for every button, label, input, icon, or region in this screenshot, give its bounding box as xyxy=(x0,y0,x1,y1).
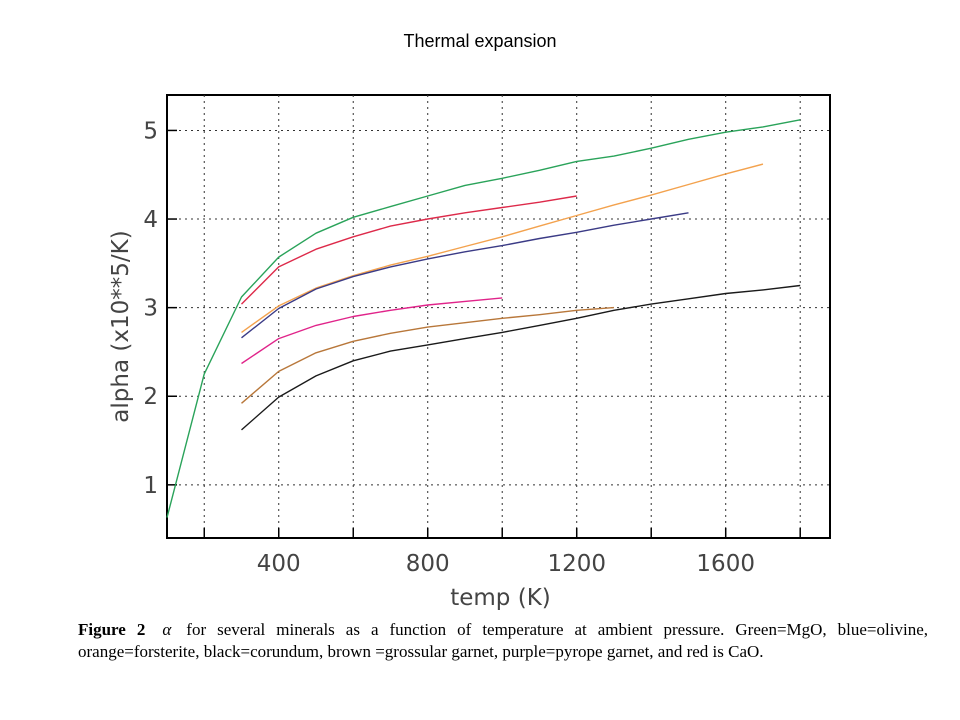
plot-frame xyxy=(166,94,831,539)
series-line-6 xyxy=(241,306,615,404)
grid-lines xyxy=(167,95,830,538)
series-line-5 xyxy=(241,297,503,365)
figure-label: Figure 2 xyxy=(78,620,146,639)
x-tick-label: 1200 xyxy=(547,551,606,577)
caption-text: for several minerals as a function of te… xyxy=(78,620,928,661)
series-line-7 xyxy=(241,284,801,431)
axis-ticks xyxy=(167,129,801,538)
y-axis-label: alpha (x10**5/K) xyxy=(108,230,134,422)
series-line-1 xyxy=(166,119,801,518)
slide-title: Thermal expansion xyxy=(403,31,557,51)
series-line-4 xyxy=(241,212,689,339)
x-tick-label: 400 xyxy=(257,551,301,577)
data-series xyxy=(166,119,801,518)
figure-caption: Figure 2 α for several minerals as a fun… xyxy=(78,619,928,663)
x-tick-label: 800 xyxy=(406,551,450,577)
x-axis-label: temp (K) xyxy=(450,585,551,611)
y-tick-label: 3 xyxy=(143,296,158,322)
y-tick-label: 5 xyxy=(143,118,158,144)
x-tick-label: 1600 xyxy=(696,551,755,577)
axis-labels: 400 800 1200 1600 1 2 3 4 5 temp (K) alpha (x10**5… xyxy=(108,118,755,611)
alpha-symbol: α xyxy=(162,620,172,639)
series-line-3 xyxy=(241,163,764,333)
series-line-2 xyxy=(241,195,577,305)
y-tick-label: 2 xyxy=(143,384,158,410)
y-tick-label: 4 xyxy=(143,207,158,233)
y-tick-label: 1 xyxy=(143,473,158,499)
